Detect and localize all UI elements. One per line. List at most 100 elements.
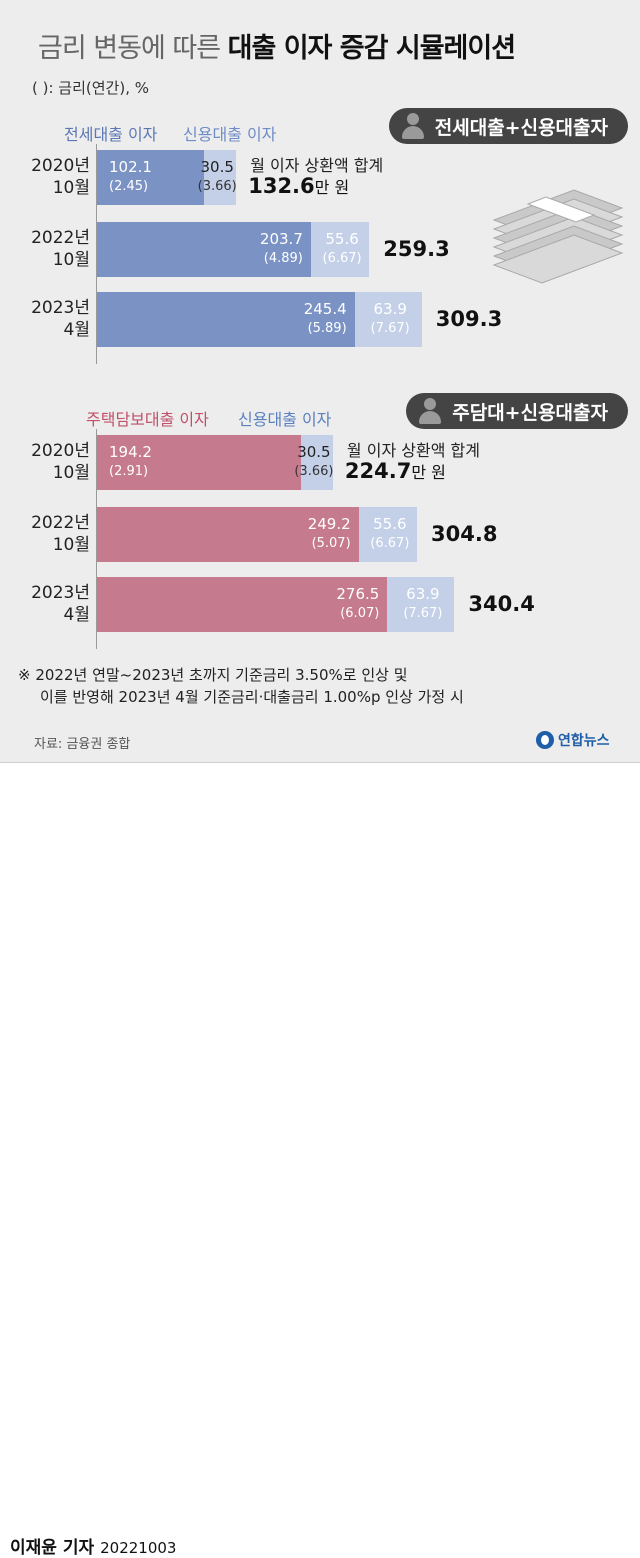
bar-label-base: 194.2 (2.91): [109, 443, 152, 481]
total-unit: 만 원: [411, 463, 446, 482]
bar-segment-credit: [358, 507, 418, 562]
source-note: 자료: 금융권 종합: [34, 737, 131, 752]
bar-rate-base: (2.45): [109, 179, 149, 194]
unit-note: ( ): 금리(연간), %: [32, 79, 149, 97]
total-value: 224.7만 원: [345, 459, 446, 483]
row-label-line: 2022년: [31, 228, 90, 248]
bar-segment-base: [97, 435, 301, 490]
reporter-name: 이재윤 기자: [10, 1538, 95, 1558]
bar-segment-base: [97, 577, 388, 632]
bar-value-base: 194.2: [109, 443, 152, 461]
infographic-panel: 금리 변동에 따른 대출 이자 증감 시뮬레이션 ( ): 금리(연간), % …: [0, 0, 640, 762]
total-caption: 월 이자 상환액 합계: [250, 156, 384, 175]
chart-title-text: 주담대+신용대출자: [452, 401, 608, 424]
bar-label-credit: 63.9 (7.67): [357, 300, 424, 338]
bar-segment-credit: [310, 222, 370, 277]
chart-title-pill: 주담대+신용대출자: [406, 393, 628, 429]
bar-segment-credit: [204, 150, 237, 205]
bar-value-base: 249.2: [307, 515, 351, 533]
chart-mortgage-credit: 주담대+신용대출자 주택담보대출 이자 신용대출 이자 2020년 10월 194.2 (2…: [0, 393, 640, 649]
row-label-line: 10월: [52, 250, 90, 270]
total-value: 340.4: [468, 592, 535, 616]
y-axis-line: [96, 429, 97, 649]
total-unit: 만 원: [314, 178, 350, 197]
total-value: 304.8: [431, 522, 498, 546]
bar-label-base: 249.2 (5.07): [279, 515, 351, 553]
bar-segment-credit: [354, 292, 422, 347]
bar-label-credit: 55.6 (6.67): [361, 515, 419, 553]
total-number: 224.7: [344, 459, 412, 483]
row-label-line: 2023년: [31, 583, 90, 603]
row-label-line: 2022년: [31, 513, 90, 533]
row-label-line: 2023년: [31, 298, 90, 318]
row-label-line: 10월: [52, 178, 90, 198]
row-label-line: 2020년: [31, 156, 90, 176]
bar-rate-base: (5.07): [311, 536, 351, 551]
bar-segment-credit: [300, 435, 333, 490]
title-light: 금리 변동에 따른: [38, 33, 221, 64]
bar-label-credit: 63.9 (7.67): [389, 585, 456, 623]
bar-rate-credit: (3.66): [294, 464, 334, 479]
row-label: 2022년 10월: [10, 512, 90, 556]
byline: 이재윤 기자 20221003: [10, 1533, 176, 1558]
person-icon-body: [401, 126, 424, 139]
legend-credit: 신용대출 이자: [183, 125, 277, 144]
person-icon-body: [419, 411, 442, 424]
bar-value-credit: 63.9: [406, 585, 440, 603]
money-stack-illustration: [492, 189, 624, 284]
bar-label-credit: 55.6 (6.67): [313, 230, 371, 268]
bar-segment-base: [97, 150, 205, 205]
bar-value-credit: 63.9: [373, 300, 407, 318]
person-icon: [401, 113, 425, 139]
bar-label-base: 203.7 (4.89): [231, 230, 303, 268]
bar-rate-credit: (6.67): [370, 536, 410, 551]
bar-rate-credit: (3.66): [197, 179, 237, 194]
total-value: 309.3: [435, 307, 503, 331]
title-bold: 대출 이자 증감 시뮬레이션: [227, 33, 516, 64]
y-axis-line: [96, 144, 97, 364]
bar-value-base: 276.5: [336, 585, 380, 603]
bar-label-credit: 30.5 (3.66): [186, 158, 248, 196]
bar-rate-credit: (7.67): [403, 606, 443, 621]
total-caption: 월 이자 상환액 합계: [346, 441, 480, 460]
chart-title-pill: 전세대출+신용대출자: [388, 108, 628, 144]
bar-label-base: 245.4 (5.89): [275, 300, 347, 338]
row-label: 2020년 10월: [10, 440, 90, 484]
bar-value-base: 102.1: [109, 158, 152, 176]
footnote-line-1: ※ 2022년 연말~2023년 초까지 기준금리 3.50%로 인상 및: [18, 666, 408, 684]
bar-value-credit: 55.6: [325, 230, 359, 248]
bar-rate-base: (6.07): [340, 606, 380, 621]
row-label-line: 4월: [63, 605, 90, 625]
chart-title-text: 전세대출+신용대출자: [434, 116, 608, 139]
chart-jeonse-credit: 전세대출+신용대출자 전세대출 이자 신용대출 이자 2020년 10월 102.1 (2.…: [0, 108, 640, 364]
bar-segment-base: [97, 222, 311, 277]
yonhap-logo-text: 연합뉴스: [558, 733, 610, 749]
row-label: 2023년 4월: [10, 297, 90, 341]
footnote: ※ 2022년 연말~2023년 초까지 기준금리 3.50%로 인상 및 이를…: [18, 664, 464, 708]
page-title: 금리 변동에 따른 대출 이자 증감 시뮬레이션: [38, 26, 516, 65]
bar-segment-credit: [387, 577, 455, 632]
bar-value-credit: 30.5: [297, 443, 331, 461]
legend-base: 전세대출 이자: [64, 125, 158, 144]
yonhap-logo: 연합뉴스: [536, 730, 610, 750]
bar-value-base: 203.7: [259, 230, 303, 248]
row-label-line: 2020년: [31, 441, 90, 461]
legend-credit: 신용대출 이자: [238, 410, 332, 429]
row-label-line: 4월: [63, 320, 90, 340]
bar-label-credit: 30.5 (3.66): [283, 443, 345, 481]
row-label: 2022년 10월: [10, 227, 90, 271]
yonhap-logo-mark: [536, 731, 554, 749]
byline-footer: 이재윤 기자 20221003: [0, 762, 640, 1558]
row-label: 2023년 4월: [10, 582, 90, 626]
bar-value-credit: 30.5: [200, 158, 234, 176]
footnote-line-2: 이를 반영해 2023년 4월 기준금리·대출금리 1.00%p 인상 가정 시: [40, 688, 464, 706]
bar-rate-credit: (7.67): [370, 321, 410, 336]
person-icon-head: [424, 398, 437, 410]
total-number: 132.6: [248, 174, 315, 198]
bar-rate-credit: (6.67): [322, 251, 362, 266]
byline-date: 20221003: [100, 1539, 177, 1557]
bar-rate-base: (2.91): [109, 464, 149, 479]
total-value: 132.6만 원: [248, 174, 349, 198]
row-label: 2020년 10월: [10, 155, 90, 199]
bar-segment-base: [97, 507, 359, 562]
